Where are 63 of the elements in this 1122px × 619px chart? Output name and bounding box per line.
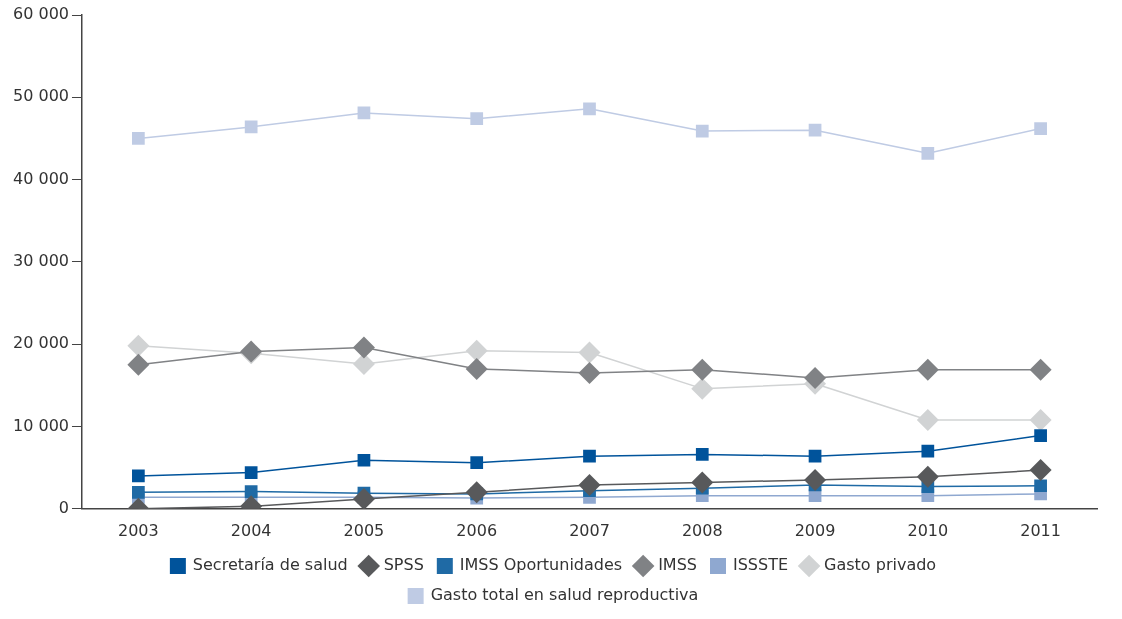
point: [691, 377, 714, 400]
y-tick-label: 40 000: [13, 168, 69, 188]
point: [132, 132, 145, 145]
point: [578, 362, 601, 385]
point: [583, 449, 596, 463]
y-tick-label: 10 000: [13, 415, 69, 435]
point: [465, 481, 488, 504]
point: [1029, 358, 1052, 381]
point: [921, 146, 935, 160]
point: [357, 453, 371, 467]
y-tick-label: 60 000: [13, 4, 69, 24]
point: [470, 456, 484, 470]
point: [916, 408, 939, 431]
point: [1029, 408, 1052, 431]
y-tick-label: 50 000: [13, 86, 69, 106]
legend-label: IMSS: [658, 555, 697, 575]
point: [1034, 479, 1047, 493]
x-tick-label: 2007: [569, 520, 610, 540]
point: [244, 485, 258, 498]
point: [808, 123, 822, 137]
x-tick-label: 2009: [794, 520, 836, 540]
point: [578, 473, 601, 496]
point: [691, 471, 714, 494]
point: [470, 112, 484, 126]
point: [804, 366, 827, 389]
legend-label: ISSSTE: [732, 555, 789, 575]
point: [916, 358, 939, 381]
point: [244, 120, 258, 134]
point: [916, 465, 939, 488]
point: [695, 124, 709, 138]
x-tick-label: 2011: [1020, 520, 1061, 540]
legend-label: SPSS: [383, 555, 424, 575]
y-tick-label: 20 000: [13, 333, 69, 353]
x-tick-label: 2008: [681, 520, 723, 540]
x-tick-label: 2004: [230, 520, 272, 540]
point: [244, 466, 258, 479]
point: [1034, 122, 1047, 135]
point: [1034, 429, 1047, 442]
point: [127, 334, 150, 357]
x-tick-label: 2010: [907, 520, 949, 540]
point: [583, 102, 596, 116]
point: [127, 353, 150, 376]
point: [132, 469, 145, 483]
point: [132, 485, 145, 499]
x-tick-label: 2005: [343, 520, 385, 540]
x-tick-label: 2003: [118, 520, 159, 540]
point: [465, 357, 488, 380]
y-tick-label: 30 000: [13, 251, 69, 271]
point: [804, 469, 827, 491]
point: [921, 444, 935, 458]
point: [695, 448, 709, 461]
y-tick-label: 0: [58, 497, 69, 517]
point: [352, 336, 375, 359]
point: [465, 339, 488, 362]
legend-label: Gasto privado: [824, 555, 937, 575]
point: [1029, 459, 1052, 482]
point: [352, 487, 375, 509]
legend-label: Gasto total en salud reproductiva: [430, 585, 699, 605]
legend-label: IMSS Oportunidades: [459, 555, 623, 575]
legend-label: Secretaría de salud: [192, 555, 348, 575]
point: [578, 341, 601, 364]
x-tick-label: 2006: [456, 520, 498, 540]
point: [691, 358, 714, 381]
